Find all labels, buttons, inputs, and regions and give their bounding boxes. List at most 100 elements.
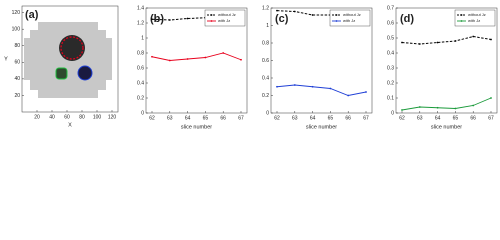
- y-tick-label: 0.6: [137, 65, 144, 71]
- data-point: [454, 107, 457, 110]
- data-point: [472, 104, 475, 107]
- y-tick-label: 60: [14, 60, 20, 66]
- data-point: [151, 18, 153, 21]
- y-tick-label: 0.4: [387, 50, 394, 56]
- y-tick-label: 40: [14, 76, 20, 82]
- data-point: [151, 55, 153, 58]
- x-tick-label: 62: [149, 115, 155, 121]
- series-line: [401, 35, 492, 45]
- y-tick-label: 0.7: [387, 5, 394, 11]
- legend-box: [329, 9, 371, 27]
- legend-label: without Jz: [218, 12, 236, 17]
- x-tick-label: 66: [220, 115, 226, 121]
- y-tick-label: 0.8: [262, 40, 269, 46]
- axes-frame: [145, 7, 248, 114]
- y-tick-label: 0.8: [137, 50, 144, 56]
- x-tick-label: 40: [49, 114, 55, 120]
- data-point: [186, 58, 189, 60]
- panel-label: (b): [150, 13, 164, 25]
- y-tick-label: 80: [14, 43, 20, 49]
- legend-box: [204, 9, 246, 27]
- data-point: [490, 97, 492, 99]
- y-tick-label: 0: [391, 110, 394, 116]
- y-tick-label: 1: [266, 23, 269, 29]
- x-tick-label: 67: [238, 115, 244, 121]
- x-tick-label: 63: [167, 115, 173, 121]
- legend-marker: [460, 20, 463, 22]
- x-tick-label: 100: [93, 114, 102, 120]
- legend-label: with Jz: [218, 18, 230, 23]
- y-tick-label: 0: [266, 110, 269, 116]
- axes-frame: [395, 7, 498, 114]
- y-tick-label: 1.2: [137, 20, 144, 26]
- roi-blue: [77, 65, 93, 81]
- x-tick-label: 66: [470, 115, 476, 121]
- roi-green: [55, 67, 68, 80]
- series-line: [401, 97, 492, 111]
- legend-marker: [335, 20, 338, 22]
- data-point: [401, 109, 403, 111]
- y-tick-label: 1: [141, 35, 144, 41]
- data-point: [418, 106, 421, 108]
- data-point: [186, 17, 189, 20]
- y-tick-label: 0.2: [137, 95, 144, 101]
- data-point: [436, 106, 439, 109]
- x-tick-label: 64: [435, 115, 441, 121]
- x-tick-label: 65: [203, 115, 209, 121]
- x-tick-label: 65: [453, 115, 459, 121]
- y-tick-label: 120: [12, 10, 21, 16]
- legend-label: with Jz: [468, 18, 480, 23]
- data-point: [293, 84, 296, 86]
- panel-label: (c): [275, 13, 289, 25]
- data-point: [311, 85, 314, 88]
- data-point: [401, 41, 403, 44]
- y-tick-label: 0.6: [262, 58, 269, 64]
- y-tick-label: 0.3: [387, 65, 394, 71]
- x-tick-label: 60: [64, 114, 70, 120]
- roi-red: [60, 36, 84, 60]
- data-point: [293, 10, 296, 13]
- legend-label: without Jz: [343, 12, 361, 17]
- phantom-image: [22, 6, 118, 112]
- y-tick-label: 0.1: [387, 95, 394, 101]
- y-tick-label: 0.5: [387, 35, 394, 41]
- data-point: [240, 58, 242, 61]
- legend-label: without Jz: [468, 12, 486, 17]
- dark-disk: [59, 35, 85, 61]
- y-tick-label: 0.4: [262, 75, 269, 81]
- data-point: [454, 40, 457, 42]
- x-tick-label: 120: [108, 114, 117, 120]
- x-tick-label: 65: [328, 115, 334, 121]
- x-tick-label: 66: [345, 115, 351, 121]
- x-tick-label: 67: [363, 115, 369, 121]
- series-line: [151, 52, 242, 61]
- data-point: [204, 56, 207, 59]
- data-point: [329, 87, 332, 90]
- x-tick-label: 62: [399, 115, 405, 121]
- data-point: [168, 19, 171, 21]
- data-point: [490, 38, 492, 41]
- x-axis-label: slice number: [306, 124, 337, 130]
- data-point: [472, 35, 475, 38]
- x-tick-label: 67: [488, 115, 494, 121]
- panel-label: (d): [400, 13, 414, 25]
- y-tick-label: 0.4: [137, 80, 144, 86]
- data-point: [365, 91, 367, 93]
- data-point: [276, 85, 278, 88]
- x-tick-label: 62: [274, 115, 280, 121]
- data-point: [347, 94, 350, 97]
- legend-label: with Jz: [343, 18, 355, 23]
- y-tick-label: 0: [141, 110, 144, 116]
- x-tick-label: 20: [34, 114, 40, 120]
- series-line: [276, 84, 367, 96]
- y-tick-label: 20: [14, 93, 20, 99]
- legend-marker: [210, 20, 213, 22]
- y-tick-label: 100: [12, 27, 21, 33]
- x-tick-label: 80: [79, 114, 85, 120]
- series-line: [276, 10, 366, 16]
- x-tick-label: 63: [417, 115, 423, 121]
- data-point: [276, 9, 278, 12]
- x-tick-label: 64: [185, 115, 191, 121]
- x-tick-label: 64: [310, 115, 316, 121]
